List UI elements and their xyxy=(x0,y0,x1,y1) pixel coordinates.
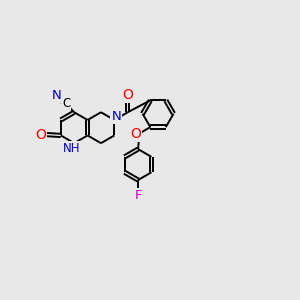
Text: C: C xyxy=(62,97,70,110)
Text: NH: NH xyxy=(62,142,80,155)
Text: O: O xyxy=(122,88,133,102)
Text: O: O xyxy=(130,127,141,141)
Text: N: N xyxy=(111,110,121,123)
Text: O: O xyxy=(35,128,46,142)
Text: F: F xyxy=(134,189,142,202)
Text: N: N xyxy=(52,88,62,102)
